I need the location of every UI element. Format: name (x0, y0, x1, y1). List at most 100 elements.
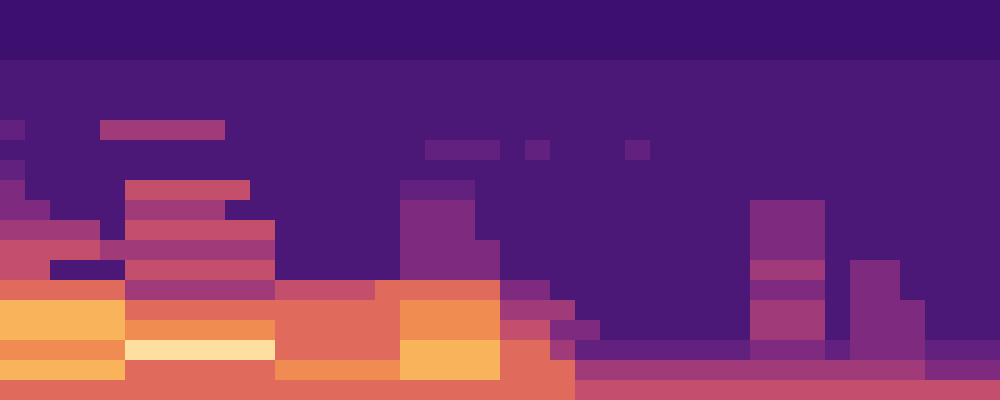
heatmap-cell (500, 300, 526, 321)
heatmap-cell (150, 300, 176, 321)
heatmap-cell (575, 160, 601, 181)
heatmap-cell (450, 240, 476, 261)
heatmap-cell (25, 20, 51, 41)
heatmap-cell (200, 20, 226, 41)
heatmap-cell (700, 0, 726, 21)
heatmap-cell (250, 240, 276, 261)
heatmap-cell (325, 260, 351, 281)
heatmap-cell (575, 300, 601, 321)
heatmap-cell (0, 300, 26, 321)
heatmap-cell (350, 340, 376, 361)
heatmap-cell (325, 380, 351, 400)
heatmap-cell (600, 80, 626, 101)
heatmap-cell (225, 60, 251, 81)
heatmap-cell (150, 120, 176, 141)
heatmap-cell (650, 0, 676, 21)
heatmap-cell (725, 200, 751, 221)
heatmap-cell (100, 280, 126, 301)
heatmap-cell (375, 200, 401, 221)
heatmap-cell (75, 200, 101, 221)
heatmap-cell (950, 80, 976, 101)
heatmap-cell (400, 380, 426, 400)
heatmap-cell (325, 180, 351, 201)
heatmap-cell (375, 180, 401, 201)
heatmap-cell (200, 380, 226, 400)
heatmap-cell (675, 100, 701, 121)
heatmap-cell (300, 380, 326, 400)
heatmap-cell (725, 0, 751, 21)
heatmap-cell (650, 80, 676, 101)
heatmap-cell (525, 80, 551, 101)
heatmap-cell (375, 100, 401, 121)
heatmap-cell (950, 320, 976, 341)
heatmap-cell (50, 20, 76, 41)
heatmap-cell (150, 220, 176, 241)
heatmap-cell (525, 100, 551, 121)
heatmap-cell (100, 140, 126, 161)
heatmap-cell (950, 240, 976, 261)
heatmap-cell (625, 100, 651, 121)
heatmap-cell (525, 320, 551, 341)
heatmap-cell (325, 300, 351, 321)
heatmap-cell (575, 20, 601, 41)
heatmap-cell (775, 100, 801, 121)
heatmap-cell (75, 320, 101, 341)
heatmap-cell (425, 180, 451, 201)
heatmap-cell (550, 100, 576, 121)
heatmap-cell (425, 340, 451, 361)
heatmap-cell (800, 40, 826, 61)
heatmap-cell (775, 180, 801, 201)
heatmap-cell (775, 160, 801, 181)
heatmap-cell (75, 300, 101, 321)
heatmap-cell (850, 180, 876, 201)
heatmap-cell (350, 120, 376, 141)
heatmap-cell (825, 360, 851, 381)
heatmap-cell (400, 340, 426, 361)
heatmap-cell (725, 240, 751, 261)
heatmap-cell (475, 220, 501, 241)
heatmap-cell (525, 200, 551, 221)
heatmap-cell (875, 80, 901, 101)
heatmap-cell (550, 60, 576, 81)
heatmap-cell (50, 200, 76, 221)
heatmap-cell (100, 180, 126, 201)
heatmap-cell (25, 200, 51, 221)
heatmap-cell (950, 360, 976, 381)
heatmap-cell (625, 160, 651, 181)
heatmap-cell (850, 20, 876, 41)
heatmap-cell (25, 140, 51, 161)
heatmap-cell (425, 60, 451, 81)
heatmap-cell (500, 180, 526, 201)
heatmap-cell (750, 340, 776, 361)
heatmap-cell (50, 160, 76, 181)
heatmap-cell (925, 120, 951, 141)
heatmap-cell (700, 300, 726, 321)
heatmap-cell (50, 300, 76, 321)
heatmap-cell (400, 280, 426, 301)
heatmap-cell (225, 100, 251, 121)
heatmap-cell (125, 240, 151, 261)
heatmap-cell (200, 220, 226, 241)
heatmap-cell (950, 380, 976, 400)
heatmap-cell (950, 140, 976, 161)
heatmap-cell (975, 320, 1000, 341)
heatmap-cell (700, 180, 726, 201)
heatmap-cell (975, 140, 1000, 161)
heatmap-cell (500, 240, 526, 261)
heatmap-cell (975, 120, 1000, 141)
heatmap-cell (125, 140, 151, 161)
heatmap-cell (600, 380, 626, 400)
heatmap-cell (775, 280, 801, 301)
heatmap-cell (600, 320, 626, 341)
heatmap-cell (550, 20, 576, 41)
heatmap-cell (600, 240, 626, 261)
heatmap-cell (825, 140, 851, 161)
heatmap-cell (775, 200, 801, 221)
heatmap-cell (50, 240, 76, 261)
heatmap-cell (650, 40, 676, 61)
heatmap-cell (725, 320, 751, 341)
heatmap-cell (975, 260, 1000, 281)
heatmap-cell (600, 360, 626, 381)
heatmap-cell (275, 260, 301, 281)
heatmap-cell (200, 320, 226, 341)
